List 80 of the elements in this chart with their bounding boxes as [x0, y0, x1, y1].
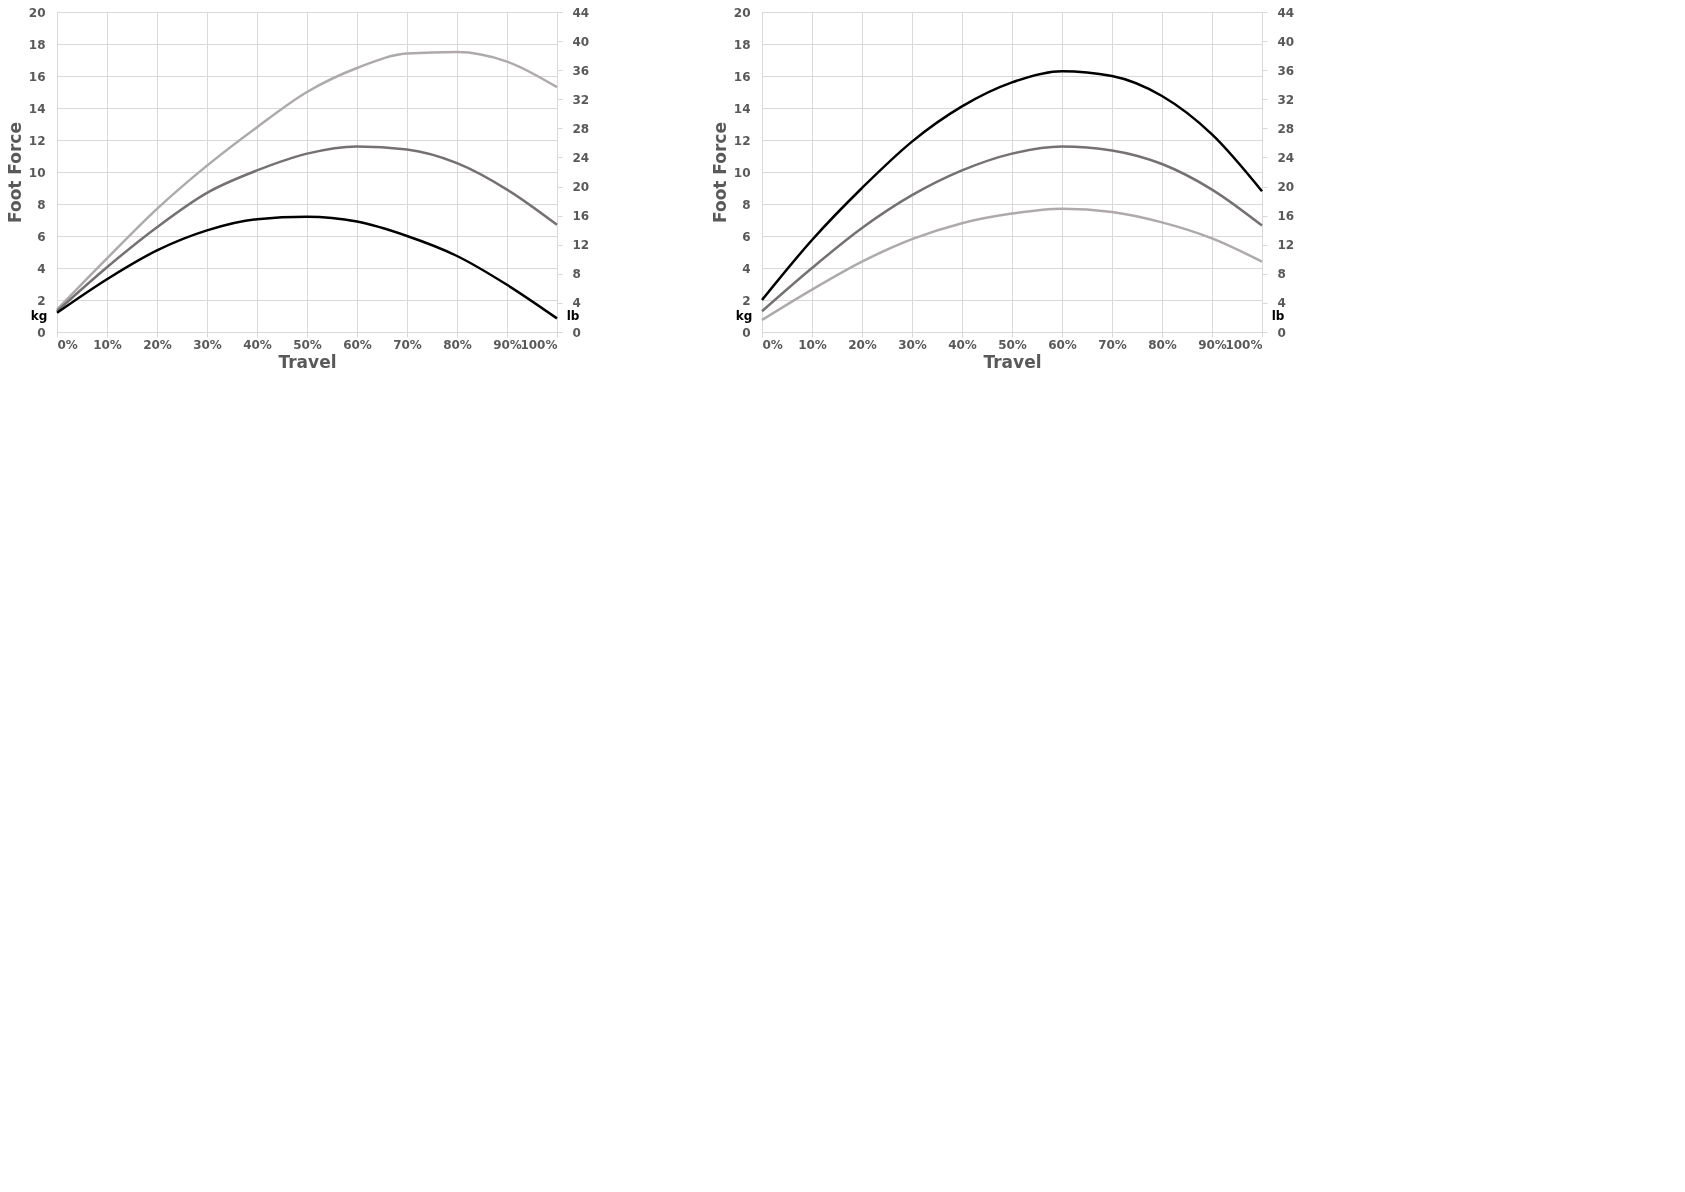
x-axis-title: Travel	[278, 351, 337, 372]
text: lb	[566, 309, 580, 323]
y2-tick-label: 8	[572, 267, 581, 282]
y-tick-label: 0	[37, 325, 46, 340]
x-tick-label: 70%	[1098, 337, 1127, 352]
x-tick-label: 70%	[393, 337, 422, 352]
text: lb	[1271, 309, 1285, 323]
y-tick-label: 2	[742, 293, 751, 308]
y-tick-label: 2	[37, 293, 46, 308]
line-series	[55, 50, 559, 311]
y-tick-label: 6	[742, 229, 751, 244]
y-tick-label: 12	[733, 133, 751, 148]
y2-tick-label: 12	[1277, 238, 1295, 253]
y2-tick-label: 32	[572, 92, 590, 107]
y2-tick-label: 28	[572, 121, 590, 136]
y-tick-label: 10	[28, 165, 46, 180]
y2-tick-label: 40	[572, 34, 590, 49]
y2-tick-label: 16	[572, 209, 590, 224]
y2-tick-label: 44	[1277, 5, 1295, 20]
x-tick-label: 10%	[798, 337, 827, 352]
x-tick-label: 20%	[848, 337, 877, 352]
y2-tick-label: 24	[572, 150, 590, 165]
x-tick-label: 80%	[443, 337, 472, 352]
y-tick-label: 16	[28, 69, 46, 84]
line-series	[55, 215, 559, 320]
x-tick-label: 60%	[343, 337, 372, 352]
line-series	[55, 145, 559, 313]
y2-tick-label: 24	[1277, 150, 1295, 165]
x-tick-label: 0%	[57, 337, 78, 352]
y-tick-label: 18	[733, 37, 751, 52]
text: kg	[30, 309, 48, 323]
line-series	[760, 69, 1264, 302]
y2-tick-label: 4	[572, 296, 581, 311]
y2-tick-label: 36	[1277, 63, 1295, 78]
x-tick-label: 40%	[243, 337, 272, 352]
y-tick-label: 0	[742, 325, 751, 340]
x-tick-label: 90%	[1198, 337, 1227, 352]
line-series	[760, 145, 1264, 313]
y2-tick-label: 8	[1277, 267, 1286, 282]
y-axis-title: Foot Force	[4, 122, 25, 223]
x-tick-label: 10%	[93, 337, 122, 352]
y2-tick-label: 36	[572, 63, 590, 78]
x-tick-label: 30%	[898, 337, 927, 352]
x-axis-title: Travel	[983, 351, 1042, 372]
y-tick-label: 6	[37, 229, 46, 244]
y2-tick-label: 16	[1277, 209, 1295, 224]
y2-tick-label: 0	[572, 325, 581, 340]
y-tick-label: 4	[742, 261, 751, 276]
y-tick-label: 20	[28, 5, 46, 20]
y-tick-label: 4	[37, 261, 46, 276]
y2-tick-label: 12	[572, 238, 590, 253]
x-tick-label: 30%	[193, 337, 222, 352]
y2-tick-label: 44	[572, 5, 590, 20]
y-tick-label: 20	[733, 5, 751, 20]
y2-tick-label: 4	[1277, 296, 1286, 311]
y-tick-label: 14	[28, 101, 46, 116]
y2-tick-label: 20	[572, 180, 590, 195]
y-tick-label: 12	[28, 133, 46, 148]
y-axis-title: Foot Force	[709, 122, 730, 223]
x-tick-label: 50%	[293, 337, 322, 352]
x-tick-label: 0%	[762, 337, 783, 352]
text: kg	[735, 309, 753, 323]
y-tick-label: 18	[28, 37, 46, 52]
y2-tick-label: 40	[1277, 34, 1295, 49]
y-tick-label: 8	[742, 197, 751, 212]
line-series	[760, 207, 1264, 322]
x-tick-label: 50%	[998, 337, 1027, 352]
x-tick-label: 20%	[143, 337, 172, 352]
y-tick-label: 14	[733, 101, 751, 116]
y2-tick-label: 0	[1277, 325, 1286, 340]
y2-tick-label: 28	[1277, 121, 1295, 136]
x-tick-label: 90%	[493, 337, 522, 352]
y-tick-label: 8	[37, 197, 46, 212]
y2-tick-label: 32	[1277, 92, 1295, 107]
x-tick-label: 40%	[948, 337, 977, 352]
x-tick-label: 80%	[1148, 337, 1177, 352]
x-tick-label: 60%	[1048, 337, 1077, 352]
y2-tick-label: 20	[1277, 180, 1295, 195]
y-tick-label: 10	[733, 165, 751, 180]
y-tick-label: 16	[733, 69, 751, 84]
